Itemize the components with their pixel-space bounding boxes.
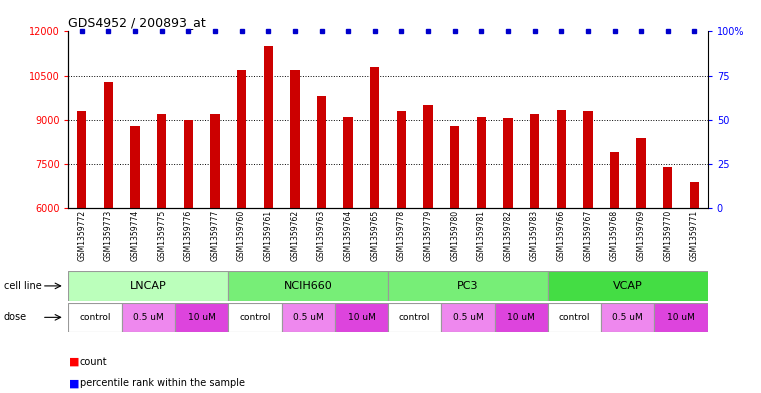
Text: ■: ■ xyxy=(68,378,79,388)
Text: 0.5 uM: 0.5 uM xyxy=(133,313,164,322)
Bar xyxy=(210,114,220,208)
Text: control: control xyxy=(559,313,591,322)
Bar xyxy=(441,303,495,332)
Text: PC3: PC3 xyxy=(457,281,479,291)
Bar xyxy=(68,303,122,332)
Bar xyxy=(548,271,708,301)
Bar xyxy=(290,70,300,208)
Bar xyxy=(689,182,699,208)
Bar xyxy=(343,117,353,208)
Bar xyxy=(122,303,175,332)
Bar xyxy=(282,303,335,332)
Bar xyxy=(175,303,228,332)
Bar xyxy=(548,303,601,332)
Text: 10 uM: 10 uM xyxy=(508,313,535,322)
Bar xyxy=(663,167,673,208)
Bar xyxy=(370,67,380,208)
Text: 10 uM: 10 uM xyxy=(667,313,695,322)
Text: ■: ■ xyxy=(68,356,79,367)
Bar xyxy=(476,117,486,208)
Text: GDS4952 / 200893_at: GDS4952 / 200893_at xyxy=(68,16,206,29)
Bar xyxy=(423,105,433,208)
Text: control: control xyxy=(79,313,111,322)
Bar xyxy=(530,114,540,208)
Text: control: control xyxy=(399,313,431,322)
Bar xyxy=(503,118,513,208)
Bar xyxy=(317,96,326,208)
Text: control: control xyxy=(239,313,271,322)
Bar xyxy=(636,138,646,208)
Text: percentile rank within the sample: percentile rank within the sample xyxy=(80,378,245,388)
Bar xyxy=(130,126,140,208)
Text: 0.5 uM: 0.5 uM xyxy=(453,313,483,322)
Bar xyxy=(263,46,273,208)
Text: count: count xyxy=(80,356,107,367)
Bar xyxy=(583,111,593,208)
Text: dose: dose xyxy=(4,312,27,322)
Bar xyxy=(654,303,708,332)
Bar xyxy=(103,82,113,208)
Bar xyxy=(556,110,566,208)
Text: 10 uM: 10 uM xyxy=(348,313,375,322)
Bar xyxy=(610,152,619,208)
Bar xyxy=(495,303,548,332)
Bar xyxy=(183,120,193,208)
Bar xyxy=(68,271,228,301)
Bar xyxy=(388,271,548,301)
Bar xyxy=(601,303,654,332)
Bar xyxy=(237,70,247,208)
Text: cell line: cell line xyxy=(4,281,42,291)
Text: 0.5 uM: 0.5 uM xyxy=(293,313,323,322)
Text: NCIH660: NCIH660 xyxy=(284,281,333,291)
Text: 10 uM: 10 uM xyxy=(188,313,215,322)
Text: LNCAP: LNCAP xyxy=(130,281,167,291)
Text: VCAP: VCAP xyxy=(613,281,643,291)
Bar xyxy=(396,111,406,208)
Bar xyxy=(157,114,167,208)
Bar xyxy=(228,271,388,301)
Bar xyxy=(388,303,441,332)
Text: 0.5 uM: 0.5 uM xyxy=(613,313,643,322)
Bar xyxy=(77,111,87,208)
Bar xyxy=(335,303,388,332)
Bar xyxy=(228,303,282,332)
Bar xyxy=(450,126,460,208)
